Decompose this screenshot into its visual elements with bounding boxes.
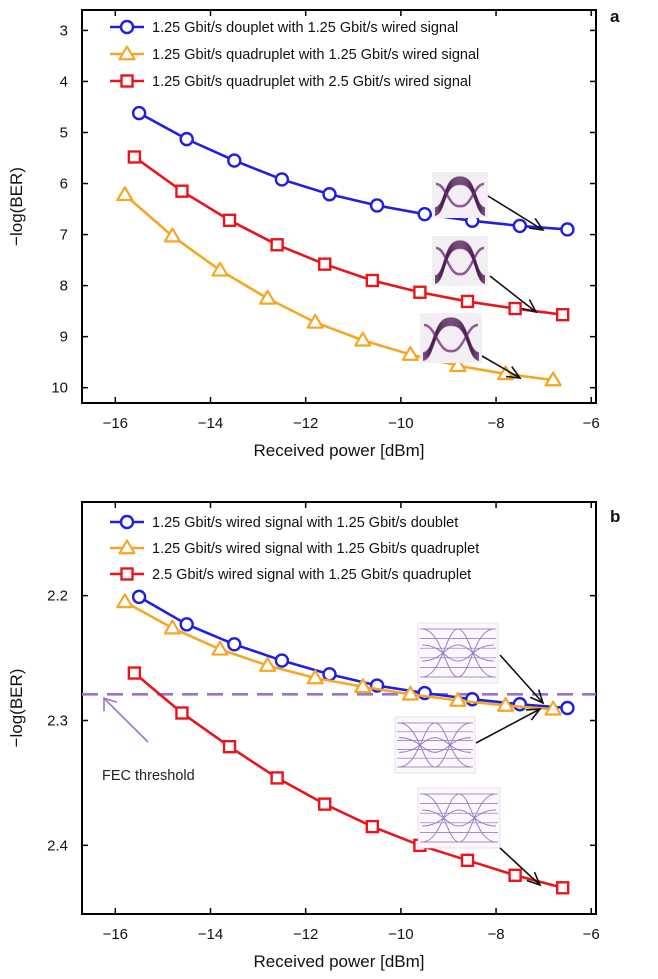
chart-panel-b: −16 −14 −12 −10 −8 −6 2.2 2.3 2.4 Received power … <box>7 502 620 971</box>
legend-entry: 1.25 Gbit/s wired signal with 1.25 Gbit/… <box>152 541 479 557</box>
x-tick-label: −10 <box>388 926 413 943</box>
data-point <box>133 107 145 119</box>
legend-marker <box>122 76 133 87</box>
data-point <box>557 882 568 893</box>
data-point <box>133 591 145 603</box>
legend-entry: 1.25 Gbit/s douplet with 1.25 Gbit/s wir… <box>152 20 458 36</box>
y-tick-label: 5 <box>60 124 68 141</box>
data-point <box>462 296 473 307</box>
data-point <box>557 309 568 320</box>
x-tick-label: −14 <box>198 926 223 943</box>
x-tick-label: −6 <box>583 415 600 432</box>
x-tick-label: −12 <box>293 926 318 943</box>
data-point <box>462 855 473 866</box>
legend-marker <box>121 516 133 528</box>
x-tick-label: −14 <box>198 415 223 432</box>
data-point <box>367 821 378 832</box>
data-point <box>414 287 425 298</box>
y-tick-label: 6 <box>60 176 68 193</box>
data-point <box>276 655 288 667</box>
y-tick-label: 10 <box>51 380 68 397</box>
legend-entry: 1.25 Gbit/s quadruplet with 2.5 Gbit/s w… <box>152 74 471 90</box>
data-point <box>561 223 573 235</box>
data-point <box>561 702 573 714</box>
data-point <box>276 173 288 185</box>
data-point <box>510 870 521 881</box>
data-point <box>371 199 383 211</box>
data-point <box>224 741 235 752</box>
data-point <box>272 239 283 250</box>
data-point <box>323 188 335 200</box>
y-tick-label: 2.4 <box>47 837 68 854</box>
y-axis-label: −log(BER) <box>7 167 26 246</box>
panel-label: b <box>610 507 620 526</box>
y-tick-label: 2.3 <box>47 712 68 729</box>
data-point <box>510 303 521 314</box>
x-tick-label: −6 <box>583 926 600 943</box>
data-point <box>176 186 187 197</box>
x-tick-label: −16 <box>103 926 128 943</box>
y-tick-label: 2.2 <box>47 588 68 605</box>
data-point <box>272 772 283 783</box>
y-tick-label: 8 <box>60 278 68 295</box>
data-point <box>224 215 235 226</box>
y-tick-label: 7 <box>60 227 68 244</box>
data-point <box>129 151 140 162</box>
data-point <box>181 618 193 630</box>
panel-label: a <box>610 7 620 26</box>
legend-marker <box>122 569 133 580</box>
data-point <box>176 707 187 718</box>
x-axis-label: Received power [dBm] <box>253 441 424 460</box>
plot-frame <box>82 10 596 403</box>
x-axis-label: Received power [dBm] <box>253 952 424 971</box>
legend-entry: 1.25 Gbit/s quadruplet with 1.25 Gbit/s … <box>152 47 479 63</box>
x-tick-label: −16 <box>103 415 128 432</box>
data-point <box>367 275 378 286</box>
data-point <box>228 638 240 650</box>
data-point <box>514 698 526 710</box>
y-axis-label: −log(BER) <box>7 669 26 748</box>
x-tick-label: −10 <box>388 415 413 432</box>
x-tick-label: −8 <box>488 926 505 943</box>
legend: 1.25 Gbit/s wired signal with 1.25 Gbit/… <box>110 515 479 583</box>
legend: 1.25 Gbit/s douplet with 1.25 Gbit/s wir… <box>110 20 479 90</box>
data-point <box>419 208 431 220</box>
fec-threshold-label: FEC threshold <box>102 768 195 784</box>
legend-entry: 2.5 Gbit/s wired signal with 1.25 Gbit/s… <box>152 567 471 583</box>
x-tick-label: −8 <box>488 415 505 432</box>
data-point <box>319 799 330 810</box>
data-point <box>181 133 193 145</box>
legend-entry: 1.25 Gbit/s wired signal with 1.25 Gbit/… <box>152 515 458 531</box>
legend-marker <box>121 21 133 33</box>
x-tick-label: −12 <box>293 415 318 432</box>
data-point <box>228 155 240 167</box>
data-point <box>129 668 140 679</box>
y-tick-label: 9 <box>60 329 68 346</box>
chart-panel-a: −16 −14 −12 −10 −8 −6 3 4 5 6 7 8 9 10 Received power … <box>7 7 620 460</box>
data-point <box>319 259 330 270</box>
y-tick-label: 4 <box>60 73 68 90</box>
y-tick-label: 3 <box>60 22 68 39</box>
data-point <box>323 668 335 680</box>
data-point <box>514 220 526 232</box>
